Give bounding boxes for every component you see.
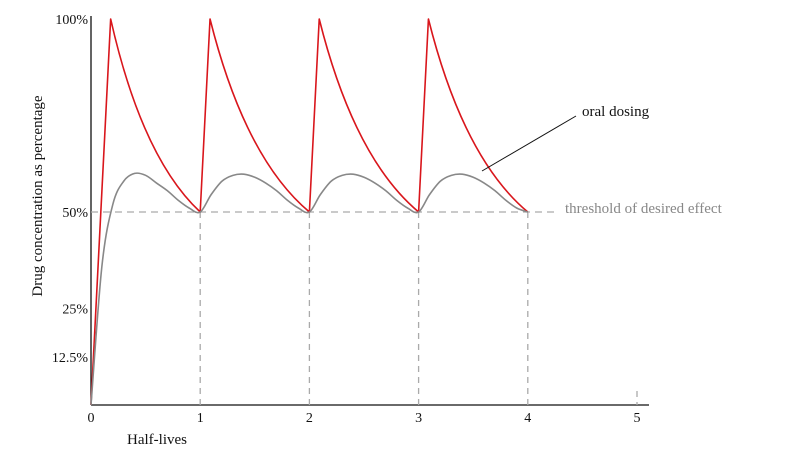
y-axis-title: Drug concentration as percentage bbox=[30, 95, 46, 296]
threshold-label: threshold of desired effect bbox=[565, 201, 723, 217]
y-tick-label: 12.5% bbox=[52, 351, 89, 366]
x-axis-title: Half-lives bbox=[127, 432, 187, 448]
x-tick-label: 0 bbox=[88, 411, 95, 426]
y-tick-label: 50% bbox=[62, 206, 88, 221]
axes bbox=[90, 16, 649, 406]
annotation-label: oral dosing bbox=[582, 104, 650, 120]
series-line bbox=[90, 172, 529, 406]
x-tick-label: 5 bbox=[634, 411, 641, 426]
reference-lines bbox=[91, 211, 638, 405]
y-tick-label: 25% bbox=[62, 303, 88, 318]
x-tick-label: 3 bbox=[415, 411, 422, 426]
labels: 100% 50% 25% 12.5% 0 1 2 3 4 5 threshold of desire… bbox=[30, 13, 723, 448]
series-1 bbox=[90, 172, 529, 406]
x-tick-label: 4 bbox=[524, 411, 531, 426]
x-tick-label: 1 bbox=[197, 411, 204, 426]
annotation-leader bbox=[481, 115, 577, 172]
series-layer bbox=[90, 18, 529, 406]
y-tick-label: 100% bbox=[55, 13, 88, 28]
x-tick-label: 2 bbox=[306, 411, 313, 426]
